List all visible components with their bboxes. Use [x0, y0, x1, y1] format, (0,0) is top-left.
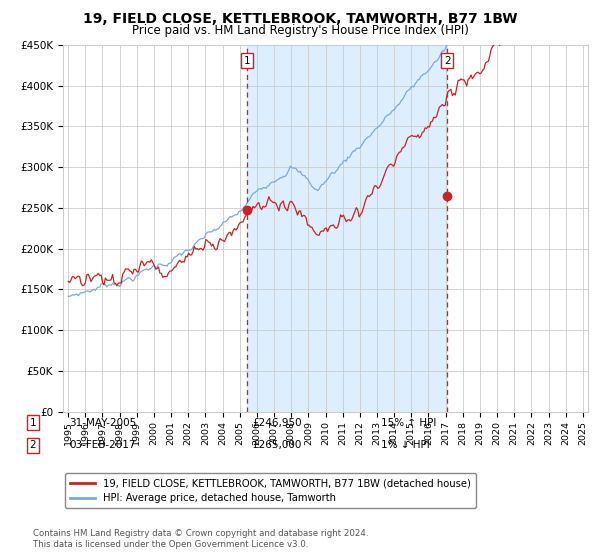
Text: 03-FEB-2017: 03-FEB-2017 [69, 440, 136, 450]
Text: 1: 1 [29, 418, 37, 428]
Text: 1% ↓ HPI: 1% ↓ HPI [381, 440, 430, 450]
Bar [247, 45, 447, 412]
Text: Contains HM Land Registry data © Crown copyright and database right 2024.: Contains HM Land Registry data © Crown c… [33, 529, 368, 538]
Text: 2: 2 [444, 56, 451, 66]
Text: £246,950: £246,950 [252, 418, 302, 428]
Legend: 19, FIELD CLOSE, KETTLEBROOK, TAMWORTH, B77 1BW (detached house), HPI: Average p: 19, FIELD CLOSE, KETTLEBROOK, TAMWORTH, … [65, 473, 476, 508]
Text: This data is licensed under the Open Government Licence v3.0.: This data is licensed under the Open Gov… [33, 540, 308, 549]
Text: 19, FIELD CLOSE, KETTLEBROOK, TAMWORTH, B77 1BW: 19, FIELD CLOSE, KETTLEBROOK, TAMWORTH, … [83, 12, 517, 26]
Text: 15% ↑ HPI: 15% ↑ HPI [381, 418, 436, 428]
Text: £265,000: £265,000 [252, 440, 301, 450]
Text: 1: 1 [244, 56, 250, 66]
Text: 2: 2 [29, 440, 37, 450]
Text: Price paid vs. HM Land Registry's House Price Index (HPI): Price paid vs. HM Land Registry's House … [131, 24, 469, 36]
Text: 31-MAY-2005: 31-MAY-2005 [69, 418, 136, 428]
